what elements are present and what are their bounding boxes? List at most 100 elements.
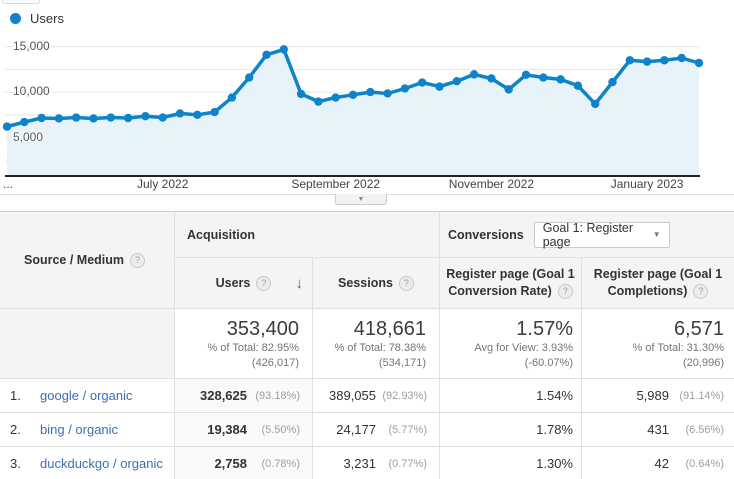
x-tick-label: January 2023 xyxy=(610,177,684,191)
help-icon[interactable]: ? xyxy=(398,275,414,291)
source-medium-table: Source / Medium ? Acquisition Conversion… xyxy=(0,211,734,479)
table-row-source-cell: 2. bing / organic xyxy=(0,413,175,447)
conversions-label: Conversions xyxy=(448,227,524,242)
completions-label-line1: Register page (Goal 1 xyxy=(593,267,723,281)
y-tick-label: 5,000 xyxy=(13,129,44,144)
help-icon[interactable]: ? xyxy=(557,284,573,299)
chart-legend: Users xyxy=(10,11,64,26)
data-point xyxy=(677,53,686,63)
data-point xyxy=(469,70,479,79)
row-sessions-cell: 389,055 (92.93%) xyxy=(313,379,440,413)
users-column-label: Users xyxy=(215,276,251,290)
row-conversion-rate-cell: 1.54% xyxy=(440,379,582,413)
acquisition-label: Acquisition xyxy=(187,227,256,242)
row-completions-cell: 431 (6.56%) xyxy=(582,413,734,447)
data-point xyxy=(314,97,323,106)
row-sessions-cell: 3,231 (0.77%) xyxy=(313,447,440,479)
goal-selector-dropdown[interactable]: Goal 1: Register page ▼ xyxy=(533,220,670,249)
data-point xyxy=(20,117,29,127)
row-users-cell: 2,758 (0.78%) xyxy=(175,447,313,479)
users-percent: (93.18%) xyxy=(255,389,300,402)
source-medium-link[interactable]: bing / organic xyxy=(40,422,119,437)
data-point xyxy=(106,113,116,122)
data-point xyxy=(573,81,583,90)
x-tick-label: July 2022 xyxy=(137,177,189,191)
totals-completions-cell: 6,571 % of Total: 31.30% (20,996) xyxy=(582,309,734,379)
conversion-rate-value: 1.30% xyxy=(536,456,573,471)
help-icon[interactable]: ? xyxy=(130,252,146,268)
completions-percent: (91.14%) xyxy=(679,389,724,402)
totals-sessions-value: 418,661 xyxy=(353,318,426,340)
sessions-value: 389,055 xyxy=(329,388,376,403)
users-percent: (5.50%) xyxy=(261,423,300,436)
totals-users-value: 353,400 xyxy=(226,318,299,340)
help-icon[interactable]: ? xyxy=(693,284,709,299)
conv-rate-label-line1: Register page (Goal 1 xyxy=(446,267,575,281)
table-row-source-cell: 3. duckduckgo / organic xyxy=(0,447,175,479)
row-users-cell: 328,625 (93.18%) xyxy=(175,379,313,413)
data-point xyxy=(227,93,237,102)
data-point xyxy=(504,85,513,94)
sessions-value: 3,231 xyxy=(343,456,376,471)
row-rank: 3. xyxy=(10,456,21,471)
data-point xyxy=(245,73,254,82)
row-completions-cell: 42 (0.64%) xyxy=(582,447,734,479)
sort-descending-icon: ↓ xyxy=(295,274,304,292)
completions-value: 42 xyxy=(654,456,669,471)
data-point xyxy=(660,56,669,65)
x-tick-label: ... xyxy=(3,177,14,191)
conversions-group-header: Conversions Goal 1: Register page ▼ xyxy=(440,212,734,258)
data-point xyxy=(452,76,461,86)
column-header-users[interactable]: Users ? ↓ xyxy=(175,258,313,309)
y-tick-label: 10,000 xyxy=(13,84,50,99)
source-medium-link[interactable]: google / organic xyxy=(40,388,133,403)
data-point xyxy=(608,77,617,87)
totals-users-cell: 353,400 % of Total: 82.95% (426,017) xyxy=(175,309,313,379)
column-header-sessions[interactable]: Sessions ? xyxy=(313,258,440,309)
conv-rate-label-line2: Conversion Rate) ? xyxy=(448,283,573,300)
help-icon[interactable]: ? xyxy=(256,275,272,291)
completions-percent: (0.64%) xyxy=(685,457,724,470)
data-point xyxy=(210,107,219,117)
row-conversion-rate-cell: 1.78% xyxy=(440,413,582,447)
users-line-chart xyxy=(2,45,704,177)
data-point xyxy=(331,93,340,102)
collapse-chart-button[interactable]: ▼ xyxy=(335,194,387,205)
column-header-completions[interactable]: Register page (Goal 1 Completions) ? xyxy=(582,258,734,309)
sessions-percent: (0.77%) xyxy=(388,457,427,470)
source-medium-link[interactable]: duckduckgo / organic xyxy=(40,456,163,471)
goal-selector-value: Goal 1: Register page xyxy=(542,220,634,249)
sessions-percent: (5.77%) xyxy=(388,423,427,436)
data-point xyxy=(37,113,46,123)
data-point xyxy=(521,70,531,80)
x-tick-label: November 2022 xyxy=(448,177,535,191)
legend-users-label: Users xyxy=(30,11,64,26)
totals-sessions-cell: 418,661 % of Total: 78.38% (534,171) xyxy=(313,309,440,379)
column-header-conversion-rate[interactable]: Register page (Goal 1 Conversion Rate) ? xyxy=(440,258,582,309)
data-point xyxy=(539,73,548,82)
data-point xyxy=(2,122,12,131)
column-header-source-medium: Source / Medium ? xyxy=(0,212,175,309)
conversion-rate-value: 1.54% xyxy=(536,388,573,403)
data-point xyxy=(123,113,133,123)
totals-conversion-rate-cell: 1.57% Avg for View: 3.93% (-60.07%) xyxy=(440,309,582,379)
totals-dimension-cell xyxy=(0,309,175,379)
users-series-dot-icon xyxy=(10,13,21,24)
data-point xyxy=(435,82,444,91)
row-sessions-cell: 24,177 (5.77%) xyxy=(313,413,440,447)
row-rank: 1. xyxy=(10,388,21,403)
data-point xyxy=(694,58,704,68)
sessions-percent: (92.93%) xyxy=(382,389,427,402)
x-axis-labels: ... July 2022 September 2022 November 2022 J… xyxy=(0,177,734,191)
table-row-source-cell: 1. google / organic xyxy=(0,379,175,413)
data-point xyxy=(591,99,600,109)
data-point xyxy=(418,78,427,87)
row-users-cell: 19,384 (5.50%) xyxy=(175,413,313,447)
data-point xyxy=(279,45,288,54)
data-point xyxy=(556,75,565,84)
data-point xyxy=(141,111,150,121)
data-point xyxy=(625,56,634,65)
data-point xyxy=(72,113,81,122)
data-point xyxy=(262,50,271,60)
